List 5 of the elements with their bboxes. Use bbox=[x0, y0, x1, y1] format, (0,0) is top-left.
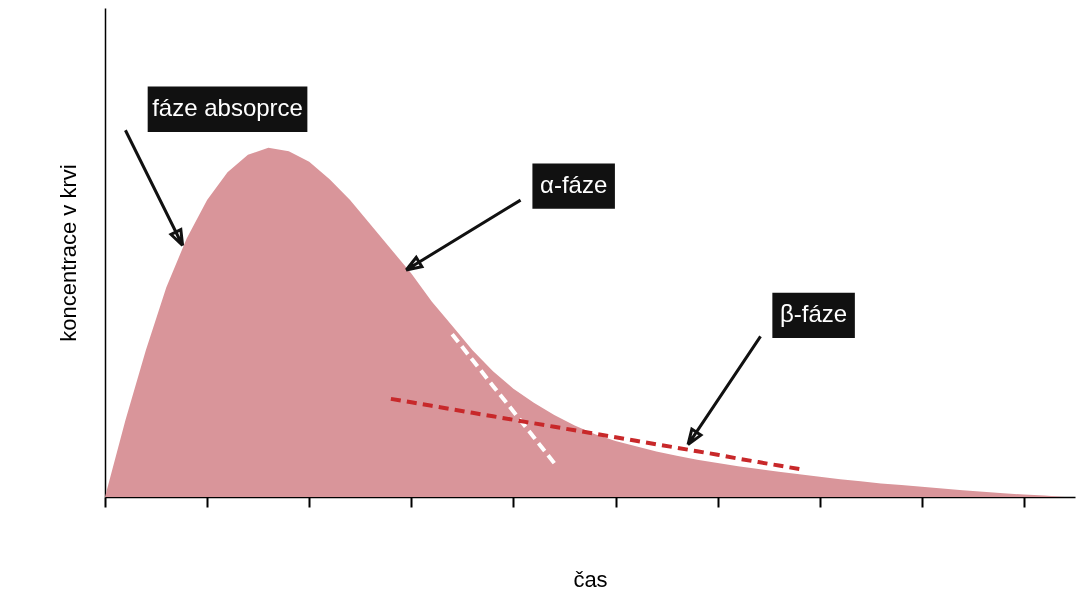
x-axis-title: čas bbox=[573, 566, 608, 592]
text: fáze absoprce bbox=[152, 94, 303, 122]
y-axis-title: koncentrace v krvi bbox=[55, 164, 81, 342]
annotation: β-fáze bbox=[780, 300, 848, 328]
annotation: α-fáze bbox=[540, 171, 608, 199]
